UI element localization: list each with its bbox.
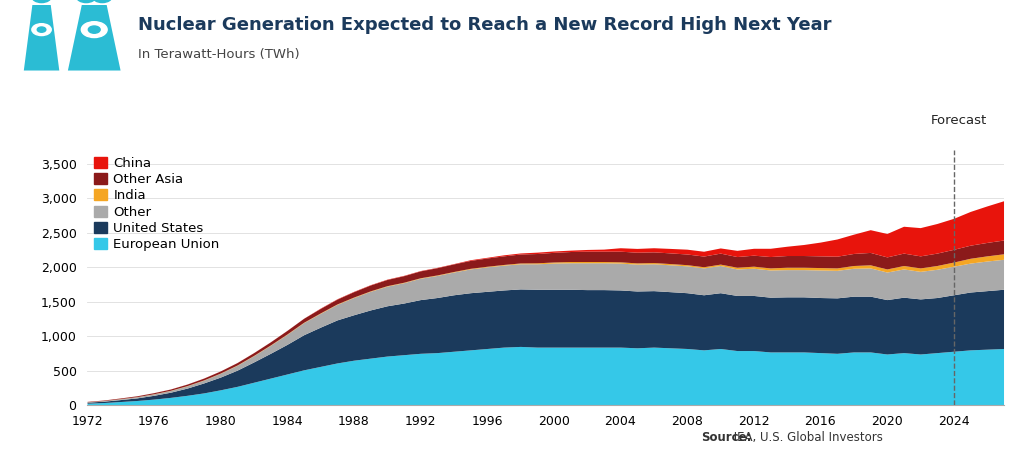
Legend: China, Other Asia, India, Other, United States, European Union: China, Other Asia, India, Other, United … (93, 157, 220, 252)
Text: Nuclear Generation Expected to Reach a New Record High Next Year: Nuclear Generation Expected to Reach a N… (138, 16, 831, 34)
Text: In Terawatt-Hours (TWh): In Terawatt-Hours (TWh) (138, 48, 300, 61)
Polygon shape (68, 5, 121, 71)
Circle shape (88, 26, 100, 33)
Circle shape (32, 0, 51, 3)
Circle shape (92, 0, 112, 3)
Circle shape (81, 22, 108, 38)
Polygon shape (24, 5, 59, 71)
Circle shape (32, 24, 51, 35)
Text: Forecast: Forecast (931, 114, 987, 127)
Text: Source:: Source: (701, 430, 752, 444)
Circle shape (37, 27, 46, 32)
Text: IEA, U.S. Global Investors: IEA, U.S. Global Investors (730, 430, 883, 444)
Circle shape (77, 0, 96, 3)
